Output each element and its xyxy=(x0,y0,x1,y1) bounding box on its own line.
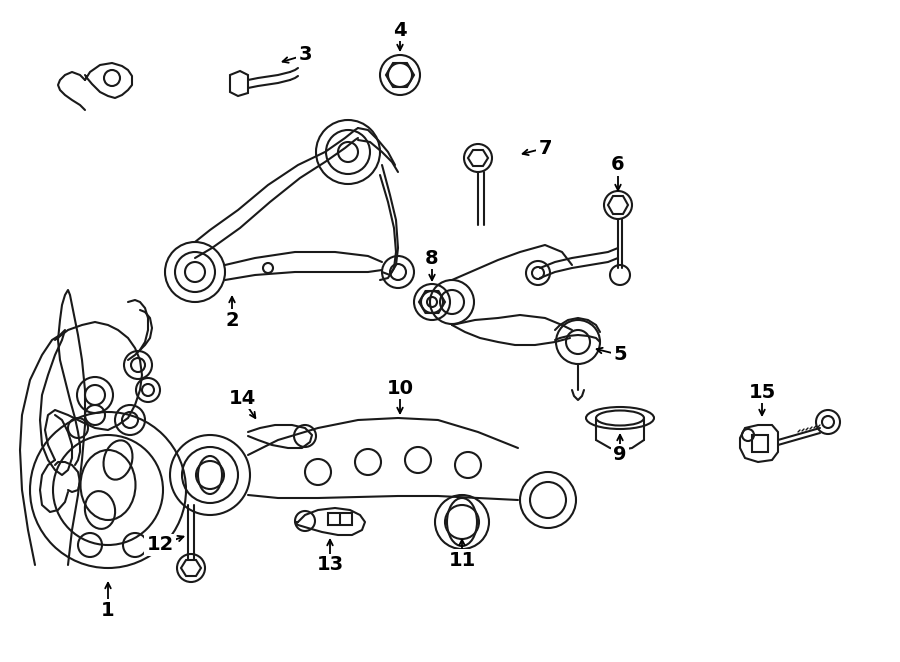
Text: 13: 13 xyxy=(317,555,344,575)
Text: 6: 6 xyxy=(611,156,625,175)
Text: 4: 4 xyxy=(393,21,407,40)
Text: 12: 12 xyxy=(147,536,174,555)
Text: 3: 3 xyxy=(298,46,311,64)
Text: 2: 2 xyxy=(225,310,238,330)
Text: 5: 5 xyxy=(613,346,626,365)
Text: 7: 7 xyxy=(538,138,552,158)
Text: 10: 10 xyxy=(386,379,413,397)
Text: 11: 11 xyxy=(448,551,475,569)
Text: 14: 14 xyxy=(229,389,256,408)
Text: 9: 9 xyxy=(613,446,626,465)
Text: 8: 8 xyxy=(425,248,439,267)
Text: 1: 1 xyxy=(101,600,115,620)
Text: 15: 15 xyxy=(749,383,776,401)
